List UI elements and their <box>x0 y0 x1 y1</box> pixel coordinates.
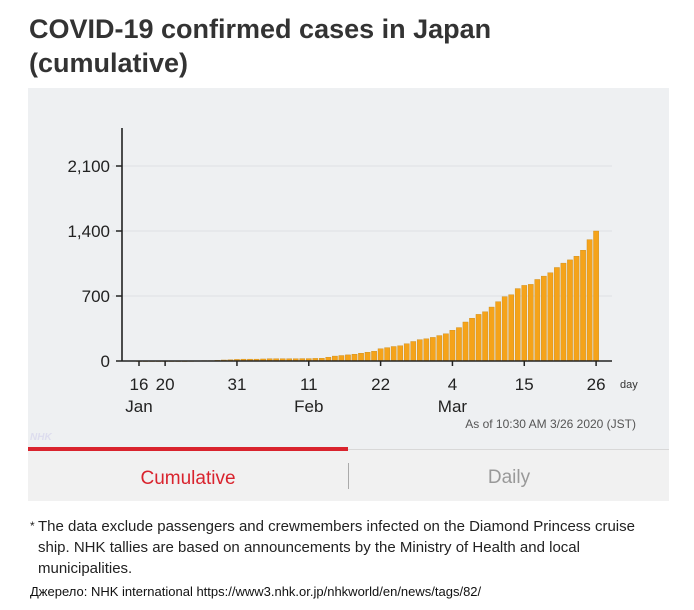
bar <box>397 345 404 362</box>
bar <box>521 285 528 362</box>
bar <box>534 279 541 362</box>
bar <box>501 296 508 362</box>
bar <box>345 354 351 362</box>
bar <box>586 239 593 362</box>
y-tick-label: 1,400 <box>67 222 110 241</box>
chart-panel: 0 700 1,400 2,100 16 Jan 20 31 11 Feb 22 4 Mar 15 26 da… <box>28 88 669 500</box>
footnote-marker: * <box>30 519 35 533</box>
bar <box>475 314 482 362</box>
x-tick-label: 31 <box>227 375 246 394</box>
bar <box>514 288 521 362</box>
y-tick-label: 700 <box>82 287 110 306</box>
bar <box>528 284 534 362</box>
x-tick-label: 4 <box>448 375 457 394</box>
footnote-text: The data exclude passengers and crewmemb… <box>38 518 635 577</box>
bar <box>541 275 547 362</box>
bar <box>436 335 443 362</box>
x-month-label: Jan <box>125 397 152 416</box>
nhk-watermark: NHK <box>30 432 52 443</box>
bar <box>462 321 469 362</box>
bar <box>580 250 586 362</box>
bar <box>554 267 560 362</box>
x-tick-label: 22 <box>371 375 390 394</box>
tab-daily[interactable]: Daily <box>487 467 531 488</box>
bar <box>508 294 515 362</box>
bar <box>384 347 390 362</box>
source-link[interactable]: Джерело: NHK international https://www3.… <box>30 584 482 599</box>
x-tick-label: 16 <box>130 375 149 394</box>
bar <box>416 339 423 362</box>
bar <box>443 333 449 362</box>
y-tick-label: 0 <box>101 352 110 371</box>
chart-tabs: Cumulative Daily <box>28 447 669 501</box>
bar <box>423 338 430 362</box>
bar <box>482 311 488 362</box>
bar <box>573 256 580 362</box>
bar <box>338 355 345 362</box>
bar <box>547 272 554 362</box>
bar <box>364 352 371 362</box>
x-tick-label: 20 <box>156 375 175 394</box>
bar <box>495 301 501 362</box>
footnote: * The data exclude passengers and crewme… <box>30 516 670 579</box>
tab-cumulative[interactable]: Cumulative <box>28 447 348 501</box>
bar <box>410 341 417 362</box>
bar <box>567 259 573 362</box>
x-month-label: Feb <box>294 397 323 416</box>
bar <box>351 354 358 362</box>
x-axis-label: day <box>620 379 638 391</box>
tab-divider <box>348 463 349 489</box>
x-tick-label: 15 <box>515 375 534 394</box>
bar <box>390 346 397 362</box>
bar <box>488 306 495 362</box>
as-of-annotation: As of 10:30 AM 3/26 2020 (JST) <box>465 417 636 431</box>
bar <box>593 230 599 362</box>
y-tick-label: 2,100 <box>67 157 110 176</box>
bar <box>449 330 456 362</box>
bar <box>469 317 475 362</box>
x-tick-label: 26 <box>587 375 606 394</box>
bar <box>560 262 567 362</box>
x-tick-label: 11 <box>300 375 318 394</box>
bar <box>430 337 436 362</box>
bar <box>377 348 384 362</box>
page-title: COVID-19 confirmed cases in Japan (cumul… <box>29 14 492 78</box>
x-month-label: Mar <box>438 397 468 416</box>
bar <box>358 353 364 362</box>
bar <box>456 327 462 362</box>
bar <box>371 351 377 362</box>
bar <box>403 343 410 362</box>
